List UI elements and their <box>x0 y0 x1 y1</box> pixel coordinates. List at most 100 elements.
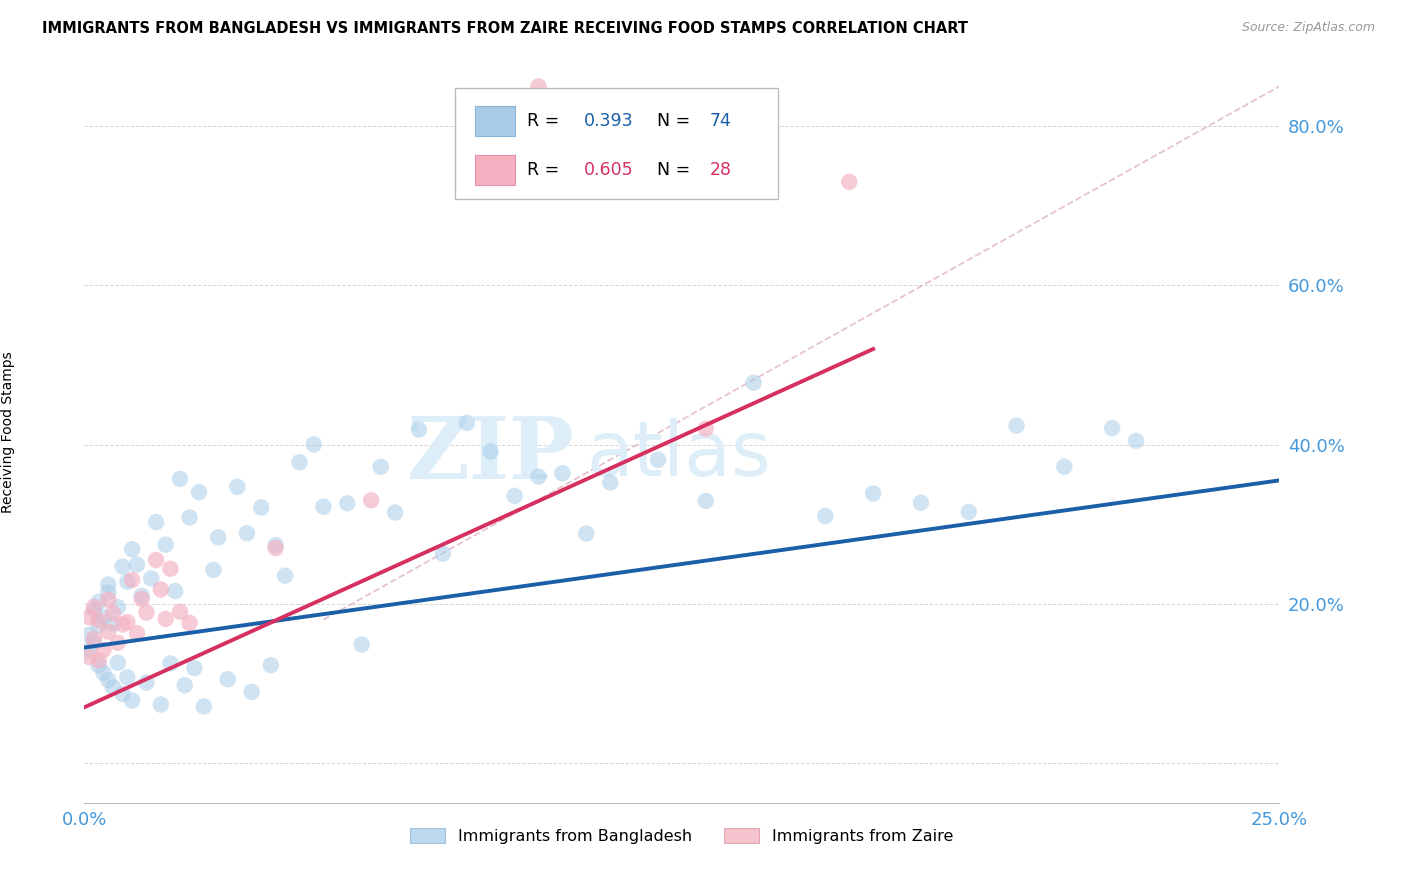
Point <box>87 653 110 667</box>
Bar <box>475 106 515 136</box>
Point <box>97 673 120 687</box>
Point <box>87 614 110 628</box>
Point <box>83 599 105 614</box>
Point <box>149 698 172 712</box>
Point <box>1125 434 1147 448</box>
Point <box>240 685 263 699</box>
Point <box>135 606 157 620</box>
Point <box>862 486 884 500</box>
Text: R =: R = <box>527 112 564 130</box>
Point <box>527 469 550 483</box>
Point <box>97 592 120 607</box>
Point <box>179 510 201 524</box>
Point <box>77 644 100 658</box>
Point <box>77 628 100 642</box>
Point <box>169 472 191 486</box>
Point <box>370 459 392 474</box>
FancyBboxPatch shape <box>456 88 778 200</box>
Point <box>250 500 273 515</box>
Point <box>155 538 177 552</box>
Point <box>111 687 134 701</box>
Point <box>202 563 225 577</box>
Text: 0.393: 0.393 <box>583 112 634 130</box>
Point <box>101 681 124 695</box>
Point <box>695 494 717 508</box>
Point <box>1005 418 1028 433</box>
Text: N =: N = <box>647 112 696 130</box>
Point <box>135 675 157 690</box>
Point <box>264 538 287 552</box>
Point <box>695 422 717 436</box>
Point <box>274 568 297 582</box>
Point <box>575 526 598 541</box>
Bar <box>475 155 515 185</box>
Text: IMMIGRANTS FROM BANGLADESH VS IMMIGRANTS FROM ZAIRE RECEIVING FOOD STAMPS CORREL: IMMIGRANTS FROM BANGLADESH VS IMMIGRANTS… <box>42 21 969 36</box>
Point <box>97 624 120 639</box>
Point <box>360 493 382 508</box>
Point <box>93 665 115 680</box>
Point <box>193 699 215 714</box>
Legend: Immigrants from Bangladesh, Immigrants from Zaire: Immigrants from Bangladesh, Immigrants f… <box>404 822 960 850</box>
Point <box>384 506 406 520</box>
Point <box>350 638 373 652</box>
Point <box>101 616 124 631</box>
Point <box>503 489 526 503</box>
Point <box>217 672 239 686</box>
Point <box>145 553 167 567</box>
Point <box>149 582 172 597</box>
Point <box>83 635 105 649</box>
Point <box>479 444 502 458</box>
Point <box>169 605 191 619</box>
Point <box>312 500 335 514</box>
Point <box>742 376 765 390</box>
Point <box>957 505 980 519</box>
Point <box>1101 421 1123 435</box>
Point <box>117 574 139 589</box>
Point <box>165 584 187 599</box>
Point <box>264 541 287 555</box>
Point <box>814 509 837 524</box>
Point <box>336 496 359 510</box>
Point <box>159 657 181 671</box>
Point <box>288 455 311 469</box>
Point <box>599 475 621 490</box>
Text: N =: N = <box>647 161 696 178</box>
Point <box>131 589 153 603</box>
Point <box>131 592 153 607</box>
Point <box>93 643 115 657</box>
Point <box>302 437 325 451</box>
Point <box>87 618 110 632</box>
Text: R =: R = <box>527 161 564 178</box>
Point <box>207 530 229 544</box>
Point <box>121 573 143 587</box>
Point <box>77 610 100 624</box>
Point <box>111 617 134 632</box>
Point <box>111 559 134 574</box>
Point <box>117 615 139 629</box>
Point <box>226 480 249 494</box>
Point <box>97 585 120 599</box>
Point <box>527 79 550 94</box>
Point <box>551 467 574 481</box>
Point <box>87 658 110 673</box>
Point <box>121 542 143 557</box>
Text: 28: 28 <box>710 161 731 178</box>
Point <box>183 661 205 675</box>
Point <box>408 423 430 437</box>
Point <box>125 558 148 572</box>
Point <box>1053 459 1076 474</box>
Text: Source: ZipAtlas.com: Source: ZipAtlas.com <box>1241 21 1375 34</box>
Text: 74: 74 <box>710 112 731 130</box>
Point <box>432 547 454 561</box>
Point <box>125 626 148 640</box>
Point <box>83 603 105 617</box>
Point <box>77 650 100 665</box>
Point <box>145 515 167 529</box>
Point <box>117 670 139 684</box>
Point <box>159 562 181 576</box>
Text: ZIP: ZIP <box>406 413 575 497</box>
Point <box>97 577 120 591</box>
Point <box>910 496 932 510</box>
Point <box>236 526 259 541</box>
Point <box>107 600 129 615</box>
